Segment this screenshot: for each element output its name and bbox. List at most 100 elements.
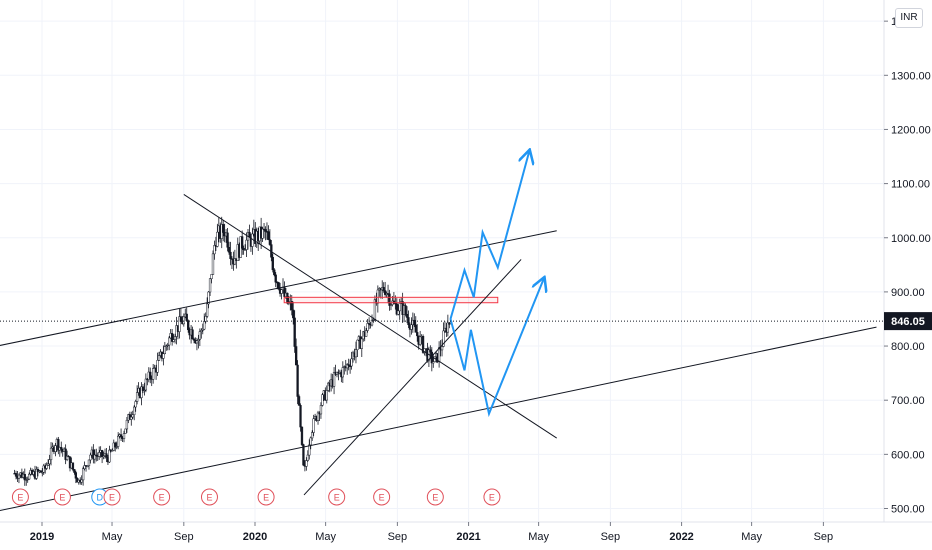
- bearish-projection-path[interactable]: [449, 278, 544, 418]
- candle-body: [222, 224, 225, 233]
- candle-body: [80, 479, 83, 483]
- earnings-marker[interactable]: [103, 488, 121, 506]
- candle-body: [122, 433, 126, 439]
- candle-body: [297, 396, 301, 406]
- candle-body: [325, 390, 328, 401]
- projection-paths[interactable]: [449, 151, 544, 418]
- candle-body: [105, 453, 108, 458]
- candle-body: [347, 364, 350, 367]
- candle-body: [178, 316, 181, 332]
- candle-body: [125, 419, 129, 430]
- candle-body: [71, 462, 75, 470]
- resistance-zone[interactable]: [283, 296, 499, 304]
- candle-body: [92, 449, 95, 460]
- candle-body: [414, 324, 417, 333]
- candle-body: [48, 459, 51, 465]
- earnings-marker[interactable]: [200, 488, 218, 506]
- price-tick-label: 1200.00: [891, 124, 931, 136]
- candle-body: [26, 478, 29, 481]
- candle-body: [308, 444, 311, 456]
- candle-body: [83, 465, 86, 469]
- candle-body: [383, 290, 387, 295]
- price-axis[interactable]: 1.001300.001200.001100.001000.00900.0080…: [883, 0, 931, 522]
- candle-body: [141, 386, 145, 391]
- candle-body: [39, 470, 42, 473]
- candle-body: [277, 282, 280, 289]
- candle-body: [165, 345, 168, 347]
- candle-body: [216, 231, 219, 247]
- candle-body: [306, 454, 309, 461]
- candle-body: [108, 449, 111, 463]
- candle-body: [57, 439, 60, 451]
- candle-body: [119, 434, 123, 438]
- candlestick-series: [13, 216, 451, 486]
- candle-body: [442, 330, 445, 347]
- candle-body: [114, 442, 117, 448]
- earnings-marker[interactable]: [53, 488, 71, 506]
- candle-body: [233, 258, 237, 265]
- candle-body: [201, 328, 204, 331]
- candle-body: [404, 305, 407, 315]
- candle-body: [149, 371, 152, 379]
- candle-body: [100, 450, 104, 458]
- candle-body: [389, 304, 393, 306]
- candle-body: [28, 473, 31, 480]
- candle-body: [248, 231, 251, 238]
- candle-body: [102, 455, 105, 458]
- earnings-marker[interactable]: [153, 488, 171, 506]
- candle-body: [432, 361, 435, 364]
- candle-body: [172, 339, 175, 342]
- candle-body: [130, 416, 133, 420]
- candle-body: [86, 465, 89, 467]
- earnings-marker[interactable]: [483, 488, 501, 506]
- candle-body: [168, 337, 171, 346]
- upper-channel-line[interactable]: [0, 230, 557, 352]
- currency-badge[interactable]: INR: [895, 8, 923, 28]
- candle-body: [73, 469, 76, 473]
- candle-body: [360, 338, 363, 349]
- time-tick-label: May: [102, 531, 123, 543]
- candle-body: [388, 293, 391, 306]
- time-tick-label: 2020: [243, 531, 267, 543]
- earnings-marker[interactable]: [426, 488, 444, 506]
- candle-body: [95, 454, 98, 457]
- time-axis[interactable]: 2019 May Sep 2020 May Sep 2021 May Sep 2022 May Sep: [0, 521, 932, 543]
- candle-body: [299, 405, 302, 428]
- event-marker-label: E: [17, 493, 23, 503]
- lower-channel-line[interactable]: [0, 326, 877, 517]
- candle-body: [312, 418, 315, 433]
- descending-trend-line[interactable]: [183, 194, 557, 439]
- candle-body: [261, 228, 264, 239]
- candle-body: [140, 386, 143, 398]
- candle-body: [264, 229, 267, 232]
- last-price-tag: 846.05: [884, 312, 932, 331]
- earnings-marker[interactable]: [257, 488, 275, 506]
- candle-body: [366, 323, 369, 331]
- candle-body: [65, 455, 69, 460]
- bullish-projection-path[interactable]: [449, 151, 530, 320]
- event-marker-label: E: [489, 493, 495, 503]
- time-tick-label: 2022: [669, 531, 693, 543]
- price-tick-label: 900.00: [891, 287, 925, 299]
- candle-body: [440, 346, 444, 351]
- candle-body: [305, 460, 308, 467]
- candle-body: [163, 346, 166, 355]
- candle-body: [204, 316, 207, 322]
- candle-body: [156, 360, 159, 373]
- candle-body: [200, 330, 203, 332]
- candle-body: [198, 331, 202, 340]
- candle-body: [98, 452, 101, 457]
- price-tick-label: 1100.00: [891, 179, 930, 191]
- candle-body: [195, 340, 199, 344]
- time-tick-label: May: [741, 531, 762, 543]
- candle-body: [267, 231, 270, 240]
- earnings-marker[interactable]: [11, 488, 29, 506]
- time-tick-label: Sep: [174, 531, 194, 543]
- time-tick-label: Sep: [388, 531, 408, 543]
- earnings-marker[interactable]: [373, 488, 391, 506]
- rising-support-line[interactable]: [303, 259, 522, 496]
- candle-body: [397, 310, 400, 315]
- earnings-marker[interactable]: [328, 488, 346, 506]
- resistance-zone-box[interactable]: [283, 296, 499, 304]
